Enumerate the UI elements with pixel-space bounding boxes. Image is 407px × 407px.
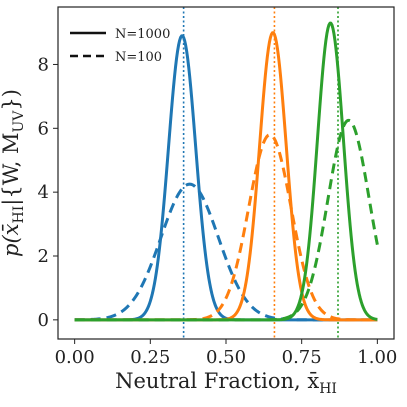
series-lines xyxy=(74,21,379,322)
series-line-3 xyxy=(74,133,378,322)
y-label-part2: |{W, M xyxy=(0,133,24,206)
y-label-sub2: UV xyxy=(11,110,27,133)
y-tick-label-3: 6 xyxy=(38,118,49,139)
legend-label-n100: N=100 xyxy=(115,50,162,65)
y-label-sub1: HI xyxy=(11,206,27,224)
axes-frame xyxy=(57,6,395,340)
series-line-0 xyxy=(74,34,378,322)
x-tick-label-4: 1.00 xyxy=(357,347,397,368)
y-tick-label-1: 2 xyxy=(38,246,49,267)
y-tick-label-0: 0 xyxy=(38,310,49,331)
ticks: 0.00 0.25 0.50 0.75 1.00 0 2 4 6 8 xyxy=(38,54,398,368)
y-axis-label: p(x̄HI|{W, MUV}) xyxy=(0,89,27,257)
x-tick-label-3: 0.75 xyxy=(282,347,322,368)
x-tick-label-1: 0.25 xyxy=(130,347,170,368)
y-label-part3: }) xyxy=(0,89,23,111)
legend: N=1000 N=100 xyxy=(70,27,170,65)
x-axis-label-text: Neutral Fraction, x̄ xyxy=(115,369,319,393)
series-line-1 xyxy=(74,182,378,322)
x-tick-label-0: 0.00 xyxy=(55,347,95,368)
series-line-5 xyxy=(74,118,379,322)
x-axis-label-subscript: HI xyxy=(319,381,337,397)
y-tick-label-4: 8 xyxy=(38,54,49,75)
y-label-part1: p(x̄ xyxy=(0,223,23,257)
x-tick-label-2: 0.50 xyxy=(206,347,246,368)
series-line-2 xyxy=(74,31,378,322)
x-axis-label: Neutral Fraction, x̄HI xyxy=(115,369,337,397)
legend-label-n1000: N=1000 xyxy=(115,27,170,42)
y-tick-label-2: 4 xyxy=(38,182,49,203)
